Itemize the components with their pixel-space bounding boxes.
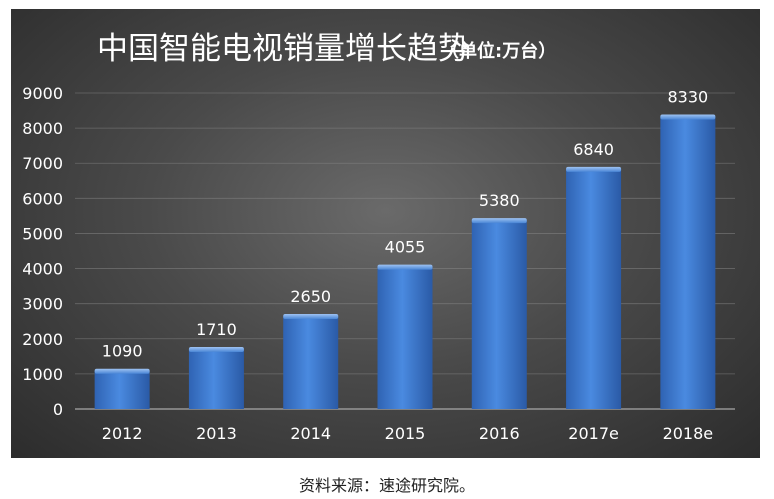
bar xyxy=(566,168,622,409)
data-label: 1710 xyxy=(196,320,237,339)
x-tick-label: 2012 xyxy=(102,424,143,443)
y-tick-label: 9000 xyxy=(22,84,63,103)
y-tick-label: 6000 xyxy=(22,189,63,208)
x-tick-label: 2014 xyxy=(290,424,331,443)
y-tick-label: 2000 xyxy=(22,330,63,349)
x-tick-label: 2013 xyxy=(196,424,237,443)
y-tick-label: 1000 xyxy=(22,365,63,384)
y-tick-label: 4000 xyxy=(22,260,63,279)
bar-top-bevel xyxy=(471,218,527,224)
bar-top-bevel xyxy=(377,264,433,270)
y-tick-label: 8000 xyxy=(22,119,63,138)
y-tick-label: 7000 xyxy=(22,154,63,173)
x-tick-label: 2016 xyxy=(479,424,520,443)
bar xyxy=(188,348,244,409)
x-tick-label: 2017e xyxy=(568,424,619,443)
data-label: 8330 xyxy=(667,88,708,107)
y-tick-label: 5000 xyxy=(22,224,63,243)
data-label: 2650 xyxy=(290,287,331,306)
bar-top-bevel xyxy=(94,368,150,374)
bar xyxy=(283,315,339,409)
y-tick-label: 0 xyxy=(53,400,63,419)
data-label: 1090 xyxy=(102,342,143,361)
bar xyxy=(471,220,527,409)
x-tick-label: 2018e xyxy=(663,424,714,443)
data-label: 4055 xyxy=(385,238,426,257)
chart-title: 中国智能电视销量增长趋势 xyxy=(97,31,469,67)
x-tick-label: 2015 xyxy=(385,424,426,443)
source-note: 资料来源：速途研究院。 xyxy=(298,476,475,495)
bar-top-bevel xyxy=(283,313,339,319)
y-tick-label: 3000 xyxy=(22,295,63,314)
chart-panel: 中国智能电视销量增长趋势 （单位:万台） 0 1000 2000 3000 4000 50… xyxy=(11,9,760,458)
data-label: 5380 xyxy=(479,191,520,210)
bar-top-bevel xyxy=(660,114,716,120)
chart-subtitle: （单位:万台） xyxy=(441,40,556,62)
bar xyxy=(660,116,716,409)
bar xyxy=(94,370,150,409)
data-label: 6840 xyxy=(573,140,614,159)
bar-top-bevel xyxy=(188,346,244,352)
bar xyxy=(377,266,433,409)
bar-top-bevel xyxy=(566,166,622,172)
bar-chart: 中国智能电视销量增长趋势 （单位:万台） 0 1000 2000 3000 4000 50… xyxy=(22,31,735,443)
